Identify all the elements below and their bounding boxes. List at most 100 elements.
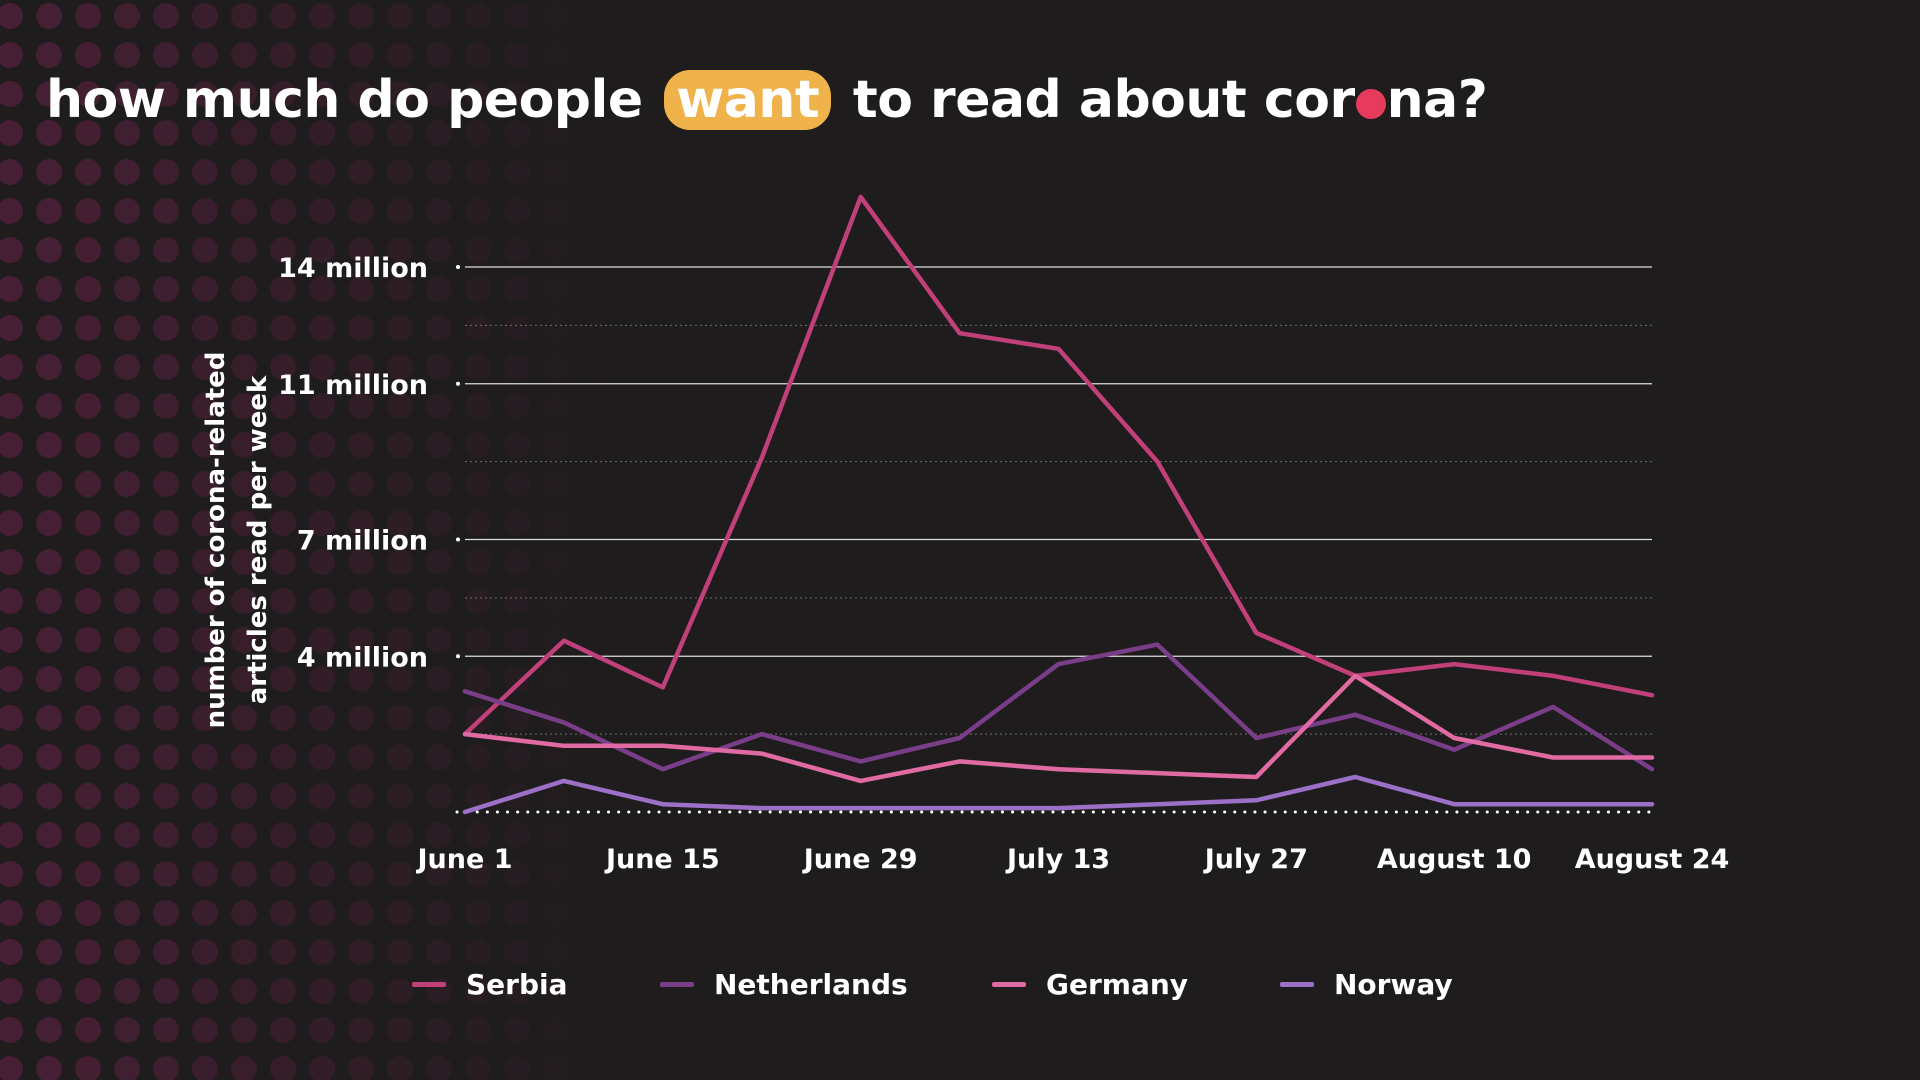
pattern-dot	[543, 315, 569, 341]
pattern-dot	[192, 588, 218, 614]
pattern-dot	[465, 939, 491, 965]
y-tick-mark	[456, 381, 460, 386]
pattern-dot	[426, 276, 452, 302]
legend-item-germany: Germany	[992, 968, 1188, 1001]
pattern-dot	[309, 42, 335, 68]
pattern-dot	[231, 549, 257, 575]
pattern-dot	[426, 510, 452, 536]
pattern-dot	[75, 705, 101, 731]
pattern-dot	[543, 3, 569, 29]
pattern-dot	[387, 1017, 413, 1043]
pattern-dot	[543, 198, 569, 224]
pattern-dot	[426, 432, 452, 458]
pattern-dot	[309, 510, 335, 536]
legend-swatch-netherlands	[660, 982, 694, 987]
pattern-dot	[231, 120, 257, 146]
pattern-dot	[582, 1056, 608, 1080]
pattern-dot	[231, 393, 257, 419]
pattern-dot	[192, 978, 218, 1004]
pattern-dot	[36, 237, 62, 263]
pattern-dot	[36, 549, 62, 575]
pattern-dot	[426, 198, 452, 224]
pattern-dot	[543, 237, 569, 263]
pattern-dot	[621, 354, 647, 380]
pattern-dot	[114, 861, 140, 887]
pattern-dot	[582, 939, 608, 965]
pattern-dot	[504, 822, 530, 848]
pattern-dot	[387, 315, 413, 341]
title-text-end: na?	[1386, 70, 1488, 130]
pattern-dot	[36, 1056, 62, 1080]
pattern-dot	[153, 81, 179, 107]
pattern-dot	[192, 1056, 218, 1080]
pattern-dot	[75, 1056, 101, 1080]
pattern-dot	[309, 1056, 335, 1080]
pattern-dot	[543, 354, 569, 380]
legend-item-netherlands: Netherlands	[660, 968, 908, 1001]
pattern-dot	[387, 159, 413, 185]
pattern-dot	[348, 471, 374, 497]
pattern-dot	[348, 939, 374, 965]
pattern-dot	[543, 861, 569, 887]
pattern-dot	[465, 276, 491, 302]
y-axis-label-line-1: number of corona-related	[201, 352, 231, 729]
pattern-dot	[504, 471, 530, 497]
pattern-dot	[465, 822, 491, 848]
pattern-dot	[270, 159, 296, 185]
pattern-dot	[621, 471, 647, 497]
legend-item-serbia: Serbia	[412, 968, 568, 1001]
pattern-dot	[153, 315, 179, 341]
pattern-dot	[231, 822, 257, 848]
pattern-dot	[543, 939, 569, 965]
pattern-dot	[270, 822, 296, 848]
pattern-dot	[621, 276, 647, 302]
pattern-dot	[426, 354, 452, 380]
pattern-dot	[0, 237, 23, 263]
pattern-dot	[621, 1017, 647, 1043]
pattern-dot	[192, 939, 218, 965]
pattern-dot	[543, 510, 569, 536]
pattern-dot	[192, 549, 218, 575]
title-text-start: how much do people	[46, 70, 643, 130]
pattern-dot	[231, 510, 257, 536]
pattern-dot	[309, 705, 335, 731]
pattern-dot	[192, 354, 218, 380]
legend-item-norway: Norway	[1280, 968, 1453, 1001]
pattern-dot	[387, 978, 413, 1004]
pattern-dot	[387, 354, 413, 380]
pattern-dot	[504, 588, 530, 614]
pattern-dot	[465, 705, 491, 731]
x-tick-label: June 1	[416, 844, 513, 875]
series-line-germany	[462, 673, 1655, 784]
pattern-dot	[348, 861, 374, 887]
pattern-dot	[0, 393, 23, 419]
pattern-dot	[153, 159, 179, 185]
pattern-dot	[582, 588, 608, 614]
pattern-dot	[543, 1056, 569, 1080]
pattern-dot	[75, 276, 101, 302]
pattern-dot	[504, 276, 530, 302]
pattern-dot	[543, 120, 569, 146]
pattern-dot	[0, 900, 23, 926]
pattern-dot	[114, 978, 140, 1004]
pattern-dot	[504, 42, 530, 68]
pattern-dot	[621, 939, 647, 965]
pattern-dot	[153, 120, 179, 146]
pattern-dot	[192, 705, 218, 731]
pattern-dot	[504, 861, 530, 887]
pattern-dot	[426, 900, 452, 926]
pattern-dot	[465, 432, 491, 458]
pattern-dot	[543, 276, 569, 302]
pattern-dot	[309, 822, 335, 848]
pattern-dot	[543, 783, 569, 809]
pattern-dot	[270, 549, 296, 575]
pattern-dot	[387, 900, 413, 926]
pattern-dot	[153, 471, 179, 497]
pattern-dot	[543, 471, 569, 497]
pattern-dot	[0, 81, 23, 107]
pattern-dot	[465, 627, 491, 653]
pattern-dot	[0, 705, 23, 731]
pattern-dot	[231, 978, 257, 1004]
pattern-dot	[75, 783, 101, 809]
